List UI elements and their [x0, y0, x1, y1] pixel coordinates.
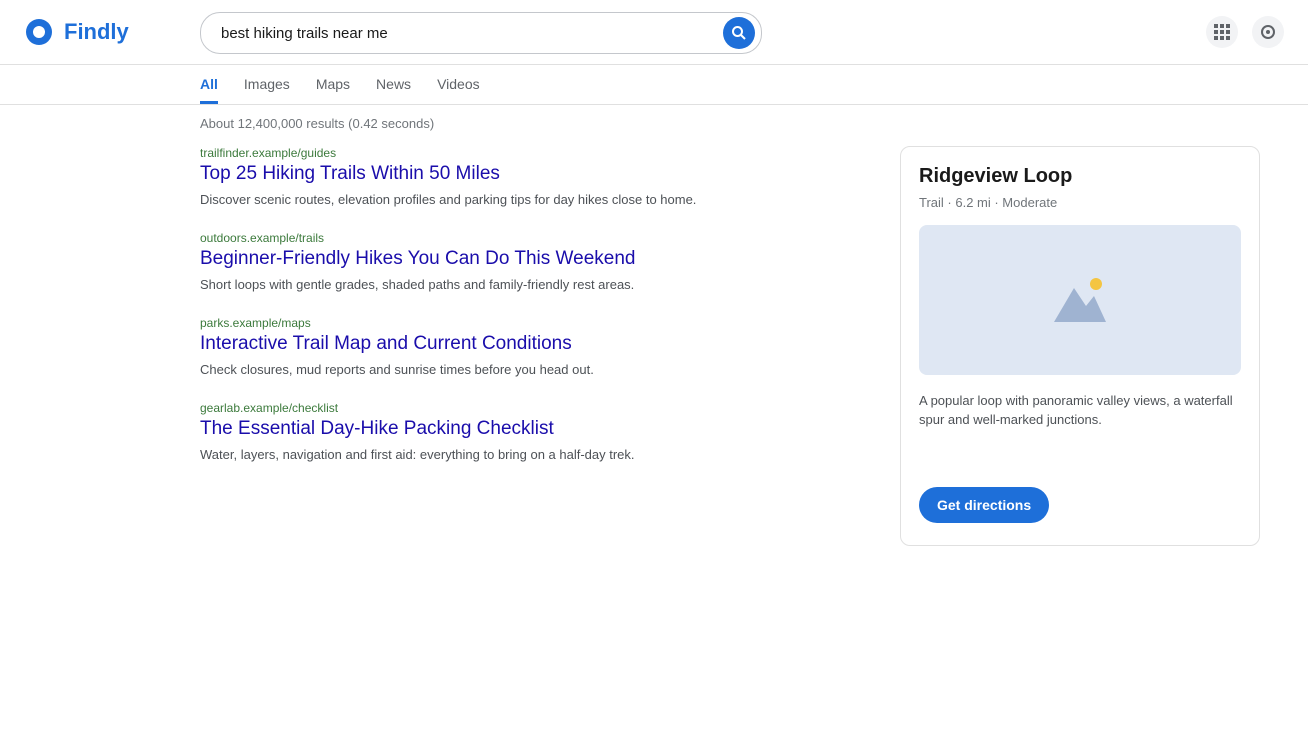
search-input[interactable]	[219, 13, 693, 53]
search-box	[200, 12, 762, 54]
result-snippet: Short loops with gentle grades, shaded p…	[200, 277, 635, 292]
tab-all[interactable]: All	[200, 64, 218, 104]
result-url[interactable]: outdoors.example/trails	[200, 231, 325, 245]
search-result: trailfinder.example/guides Top 25 Hiking…	[200, 146, 840, 209]
result-title[interactable]: The Essential Day-Hike Packing Checklist	[200, 418, 554, 439]
directions-button[interactable]: Get directions	[919, 487, 1050, 523]
top-bar: Findly	[0, 0, 1308, 65]
result-url[interactable]: parks.example/maps	[200, 316, 311, 330]
result-snippet: Check closures, mud reports and sunrise …	[200, 362, 594, 377]
result-title[interactable]: Top 25 Hiking Trails Within 50 Miles	[200, 163, 500, 184]
result-snippet: Water, layers, navigation and first aid:…	[200, 447, 635, 462]
brand-name: Findly	[64, 19, 129, 44]
panel-image[interactable]	[919, 225, 1241, 375]
tab-maps[interactable]: Maps	[315, 76, 351, 92]
tab-videos[interactable]: Videos	[437, 76, 480, 92]
brand-logo-icon	[26, 19, 52, 45]
panel-subtitle: Trail · 6.2 mi · Moderate	[919, 195, 1058, 210]
result-snippet: Discover scenic routes, elevation profil…	[200, 192, 697, 207]
results-list: trailfinder.example/guides Top 25 Hiking…	[200, 146, 840, 486]
grid-icon	[1214, 24, 1230, 40]
settings-button[interactable]	[1252, 16, 1284, 48]
result-url[interactable]: gearlab.example/checklist	[200, 401, 339, 415]
result-stats: About 12,400,000 results (0.42 seconds)	[200, 116, 435, 131]
toolbar	[1206, 16, 1284, 48]
tab-images[interactable]: Images	[243, 76, 290, 92]
search-result: parks.example/maps Interactive Trail Map…	[200, 316, 840, 379]
mountain-icon	[1054, 278, 1106, 322]
result-url[interactable]: trailfinder.example/guides	[200, 146, 337, 160]
search-icon	[732, 26, 746, 40]
apps-button[interactable]	[1206, 16, 1238, 48]
tab-news[interactable]: News	[376, 76, 412, 92]
search-result: outdoors.example/trails Beginner-Friendl…	[200, 231, 840, 294]
search-button[interactable]	[723, 17, 755, 49]
tabs-divider	[0, 104, 1308, 105]
gear-icon	[1261, 25, 1275, 39]
result-tabs: All Images Maps News Videos	[200, 64, 480, 104]
result-title[interactable]: Beginner-Friendly Hikes You Can Do This …	[200, 248, 636, 269]
panel-description: A popular loop with panoramic valley vie…	[919, 393, 1233, 427]
brand[interactable]: Findly	[24, 14, 129, 50]
result-title[interactable]: Interactive Trail Map and Current Condit…	[200, 333, 572, 354]
knowledge-panel: Ridgeview Loop Trail · 6.2 mi · Moderate…	[900, 146, 1260, 546]
panel-title: Ridgeview Loop	[919, 165, 1073, 187]
search-result: gearlab.example/checklist The Essential …	[200, 401, 840, 464]
